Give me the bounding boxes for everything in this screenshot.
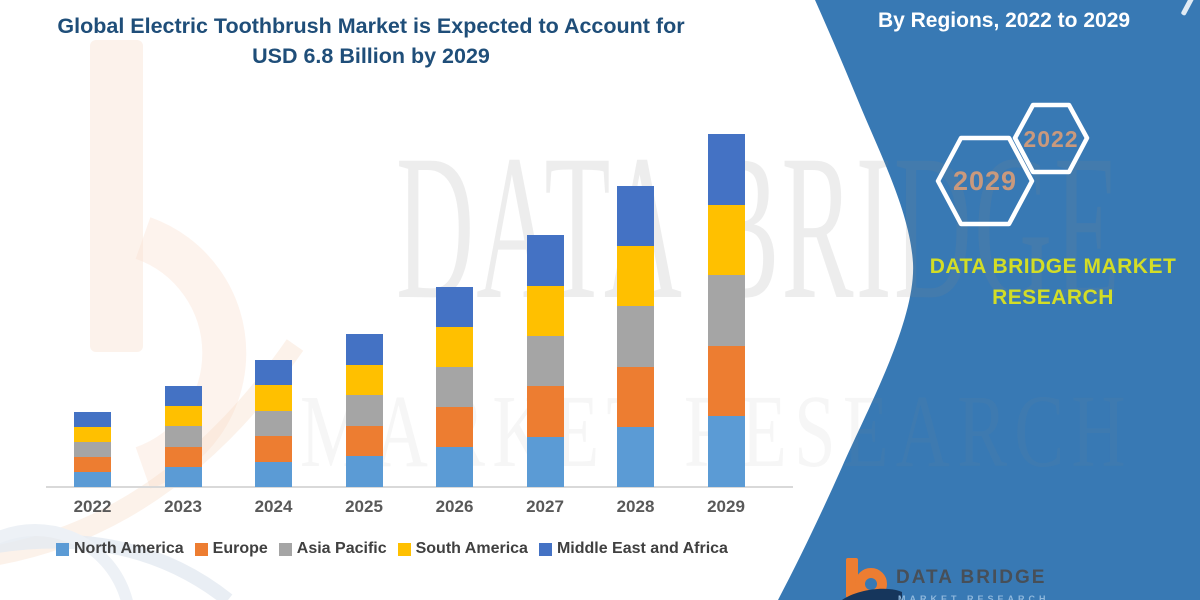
bar-segment-north-america-2024	[255, 461, 292, 487]
bar-segment-south-america-2027	[526, 285, 564, 336]
footer-logo-swoosh	[842, 588, 902, 600]
chart-title: Global Electric Toothbrush Market is Exp…	[18, 11, 724, 71]
bar-segment-north-america-2026	[436, 447, 473, 487]
bar-segment-middle-east-and-africa-2029	[707, 134, 745, 205]
bar-segment-north-america-2022	[74, 471, 111, 487]
legend-label: Europe	[212, 540, 268, 557]
legend-label: Middle East and Africa	[556, 540, 728, 557]
bar-segment-asia-pacific-2029	[707, 275, 745, 346]
hexagon-2029-label: 2029	[953, 166, 1017, 196]
x-axis-label-2025: 2025	[345, 497, 383, 516]
legend-item-north-america: North America	[56, 540, 184, 558]
legend-item-europe: Europe	[194, 540, 268, 558]
x-axis-label-2026: 2026	[435, 497, 474, 516]
footer-logo-subtext: MARKET RESEARCH	[898, 594, 1050, 600]
bar-segment-europe-2028	[617, 366, 654, 427]
bar-segment-north-america-2025	[345, 456, 383, 487]
bar-segment-asia-pacific-2024	[255, 410, 292, 437]
bar-segment-south-america-2024	[255, 385, 292, 411]
bar-segment-asia-pacific-2025	[345, 395, 383, 426]
bar-segment-asia-pacific-2022	[74, 441, 111, 457]
legend-label: South America	[415, 540, 528, 557]
x-axis-label-2028: 2028	[616, 497, 655, 516]
corner-accent-mark	[1181, 0, 1194, 16]
bar-segment-north-america-2028	[617, 426, 654, 487]
footer-logo-mark-icon	[842, 558, 902, 600]
bar-segment-south-america-2025	[345, 364, 383, 396]
bar-segment-europe-2023	[164, 446, 202, 467]
x-axis-label-2024: 2024	[254, 497, 293, 516]
bar-segment-south-america-2023	[164, 406, 202, 427]
legend-swatch-icon	[56, 542, 69, 556]
legend-swatch-icon	[397, 542, 411, 556]
hexagon-2022	[1012, 102, 1090, 175]
bar-segment-north-america-2027	[526, 436, 564, 487]
bar-segment-north-america-2029	[707, 416, 745, 487]
legend-item-middle-east-and-africa: Middle East and Africa	[538, 540, 728, 558]
bar-segment-north-america-2023	[164, 466, 202, 487]
x-axis-line	[46, 486, 793, 488]
bar-segment-middle-east-and-africa-2027	[526, 235, 564, 286]
bar-segment-asia-pacific-2027	[526, 335, 564, 387]
bar-segment-europe-2029	[707, 345, 745, 417]
bar-segment-middle-east-and-africa-2026	[436, 287, 473, 328]
chart-title-line2: USD 6.8 Billion by 2029	[252, 44, 490, 68]
footer-logo-stem	[846, 558, 858, 598]
legend-swatch-icon	[538, 542, 552, 556]
legend-swatch-icon	[278, 542, 292, 556]
x-axis-label-2023: 2023	[164, 497, 202, 516]
panel-brand-line1: DATA BRIDGE MARKET	[929, 255, 1177, 278]
legend-swatch-icon	[194, 542, 208, 556]
bar-segment-asia-pacific-2026	[436, 367, 473, 408]
x-axis-label-2029: 2029	[707, 497, 745, 516]
bar-segment-middle-east-and-africa-2028	[617, 185, 654, 247]
bar-segment-south-america-2026	[436, 327, 473, 368]
side-panel-shape	[778, 0, 1200, 600]
panel-brand-text: DATA BRIDGE MARKET RESEARCH	[903, 251, 1200, 313]
bar-segment-europe-2027	[526, 386, 564, 437]
footer-logo-name: DATA BRIDGE	[896, 567, 1047, 588]
bar-segment-asia-pacific-2028	[617, 306, 654, 367]
hexagon-2029	[935, 135, 1035, 227]
legend-item-asia-pacific: Asia Pacific	[278, 540, 387, 558]
legend-item-south-america: South America	[397, 540, 528, 558]
panel-brand-line2: RESEARCH	[992, 286, 1114, 309]
legend-label: North America	[74, 540, 184, 557]
x-axis-label-2027: 2027	[526, 497, 564, 516]
legend-label: Asia Pacific	[296, 540, 387, 557]
chart-title-line1: Global Electric Toothbrush Market is Exp…	[57, 14, 685, 38]
footer-brand-logo: DATA BRIDGE MARKET RESEARCH	[840, 554, 1140, 600]
x-axis-label-2022: 2022	[73, 497, 112, 516]
bar-segment-asia-pacific-2023	[164, 426, 202, 447]
bar-segment-europe-2022	[74, 456, 111, 472]
bar-segment-middle-east-and-africa-2022	[74, 411, 111, 427]
chart-legend: North America Europe Asia Pacific South Ame…	[56, 540, 728, 558]
bar-segment-middle-east-and-africa-2025	[345, 333, 383, 365]
bar-segment-middle-east-and-africa-2024	[255, 359, 292, 386]
bar-segment-europe-2024	[255, 436, 292, 462]
bar-segment-south-america-2029	[707, 204, 745, 276]
panel-heading: By Regions, 2022 to 2029	[877, 9, 1131, 32]
bar-segment-middle-east-and-africa-2023	[164, 385, 202, 407]
bar-segment-south-america-2028	[617, 246, 654, 307]
bar-segment-europe-2025	[345, 425, 383, 457]
bar-segment-south-america-2022	[74, 426, 111, 442]
hexagon-2022-label: 2022	[1023, 126, 1078, 152]
bar-segment-europe-2026	[436, 407, 473, 448]
